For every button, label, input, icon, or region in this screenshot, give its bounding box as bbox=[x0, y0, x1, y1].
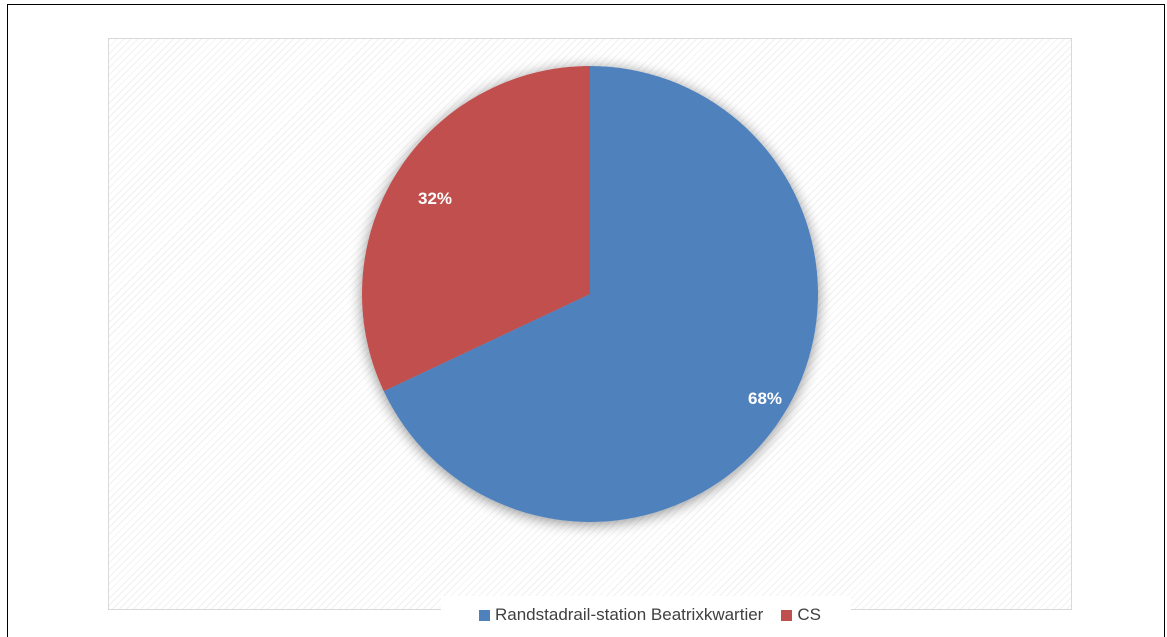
chart-area: 68% 32% Randstadrail-station Beatrixkwart… bbox=[108, 38, 1072, 634]
pie-data-label-randstadrail: 68% bbox=[748, 389, 782, 408]
legend-item-cs: CS bbox=[781, 605, 821, 625]
legend: Randstadrail-station Beatrixkwartier CS bbox=[441, 596, 851, 634]
legend-label-randstadrail: Randstadrail-station Beatrixkwartier bbox=[495, 605, 764, 624]
pie-slice-randstadrail bbox=[383, 66, 819, 522]
document-frame bbox=[7, 4, 1165, 637]
legend-swatch-randstadrail bbox=[479, 609, 490, 621]
legend-label-cs: CS bbox=[797, 605, 821, 624]
legend-swatch-cs bbox=[781, 609, 793, 621]
legend-item-randstadrail: Randstadrail-station Beatrixkwartier bbox=[479, 605, 763, 625]
pie-data-label-cs: 32% bbox=[418, 189, 452, 208]
pie-slice-cs bbox=[362, 66, 590, 392]
pie-chart: 68% 32% bbox=[362, 66, 819, 522]
